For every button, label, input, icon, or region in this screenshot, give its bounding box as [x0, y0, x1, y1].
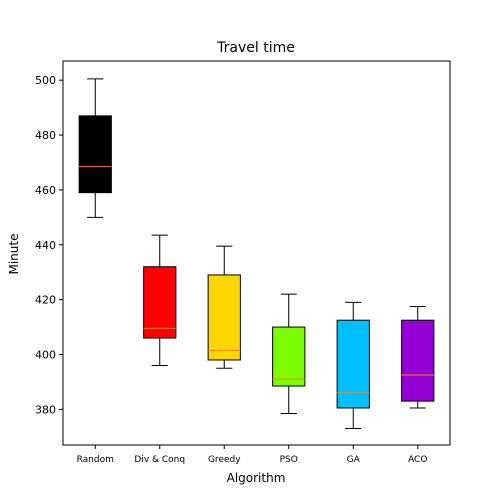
box-pso [272, 293, 306, 414]
iqr-box [336, 319, 370, 409]
iqr-box [401, 319, 435, 402]
x-tick-label: ACO [408, 455, 427, 465]
box-random [78, 78, 112, 218]
iqr-box [272, 326, 306, 387]
x-tick-label: GA [347, 455, 361, 465]
plot-frame [62, 60, 451, 446]
y-tick-label: 420 [35, 294, 56, 307]
x-axis-label: Algorithm [227, 471, 286, 485]
x-tick-label: Div & Conq [134, 455, 185, 465]
y-tick-label: 460 [35, 184, 56, 197]
y-axis-label: Minute [7, 234, 21, 275]
y-tick-label: 380 [35, 403, 56, 416]
iqr-box [78, 115, 112, 194]
x-tick-label: PSO [280, 455, 298, 465]
plot-area [78, 78, 435, 430]
box-ga [336, 301, 370, 430]
box-greedy [207, 245, 241, 369]
y-tick-label: 500 [35, 74, 56, 87]
box-div-conq [143, 234, 177, 366]
y-axis: 380 400 420 440 460 480 500 [35, 74, 63, 416]
iqr-box [143, 266, 177, 339]
y-tick-label: 480 [35, 129, 56, 142]
x-axis: Random Div & Conq Greedy PSO GA ACO [77, 445, 427, 465]
chart-title: Travel time [216, 40, 295, 56]
x-tick-label: Random [77, 455, 114, 465]
iqr-box [207, 274, 241, 361]
box-aco [401, 305, 435, 409]
x-tick-label: Greedy [208, 455, 241, 465]
y-tick-label: 400 [35, 348, 56, 361]
y-tick-label: 440 [35, 239, 56, 252]
